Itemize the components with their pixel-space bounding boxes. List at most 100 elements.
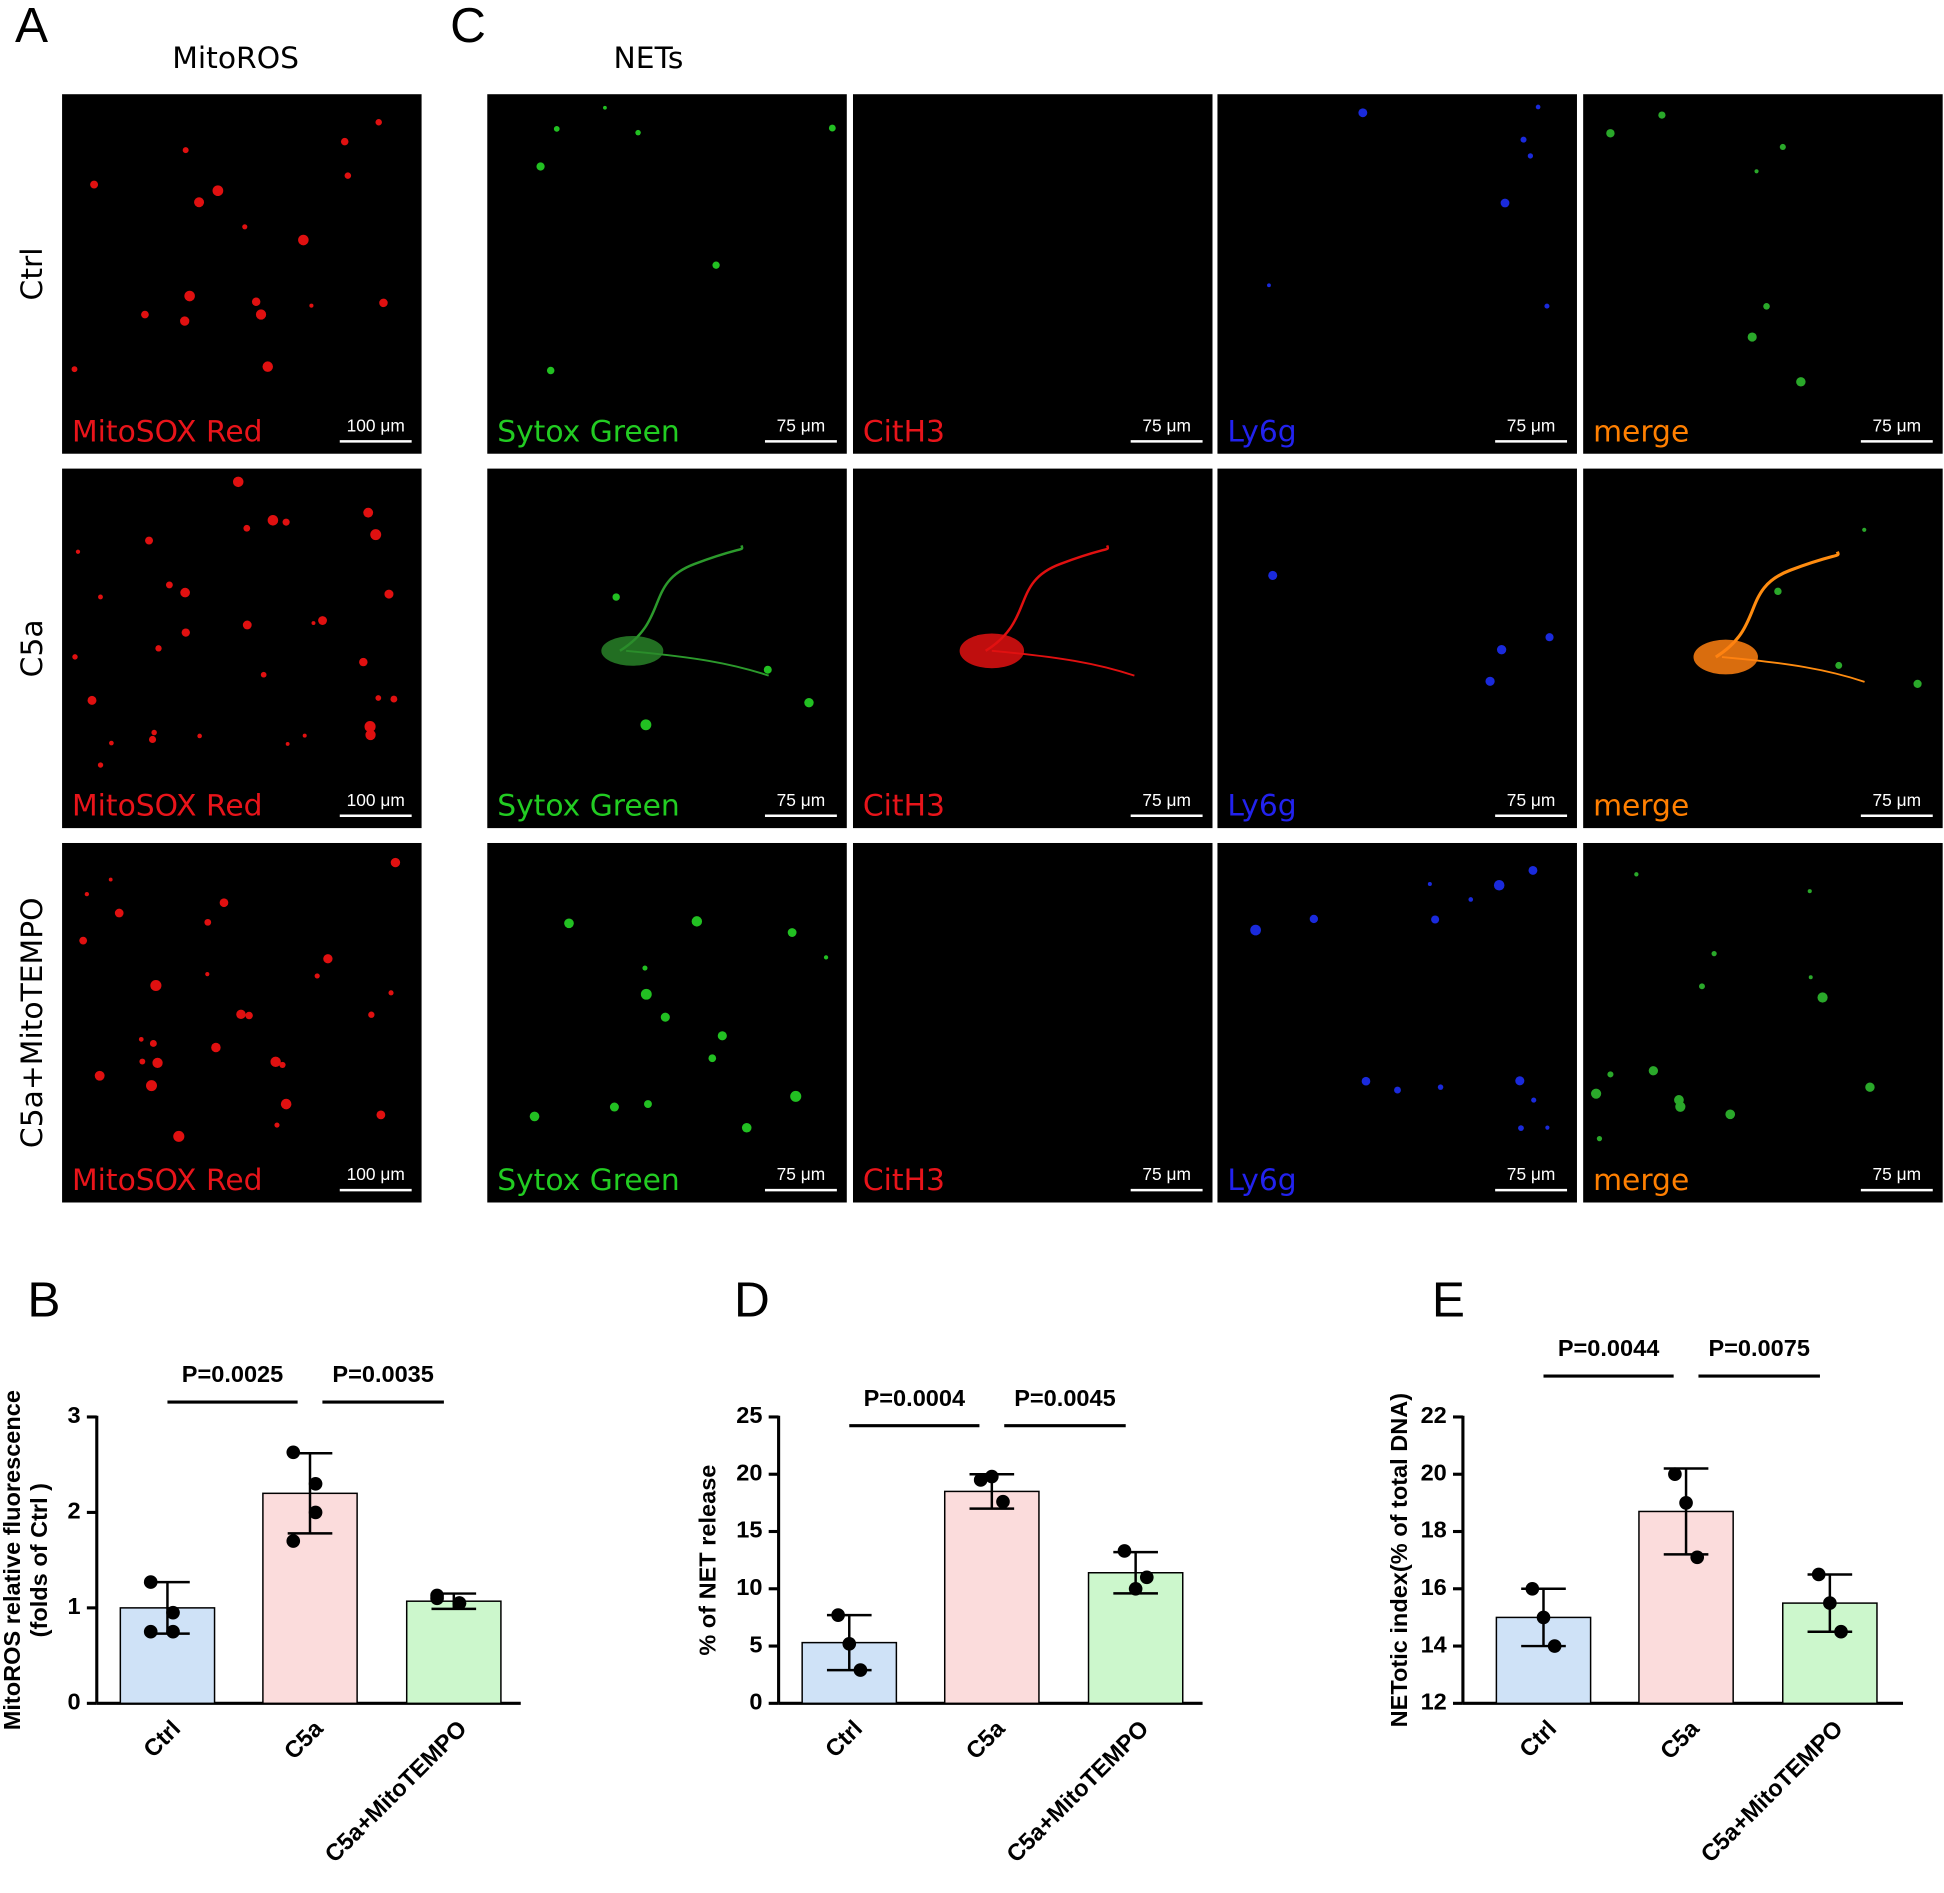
- scale-bar-label: 75 μm: [1142, 415, 1191, 435]
- cell: [1515, 1076, 1525, 1086]
- y-tick-label: 0: [68, 1689, 81, 1715]
- row-label: C5a+MitoTEMPO: [15, 897, 50, 1148]
- cell: [204, 918, 212, 926]
- scale-bar-label: 75 μm: [777, 415, 826, 435]
- x-tick-label: C5a: [279, 1715, 329, 1765]
- x-tick-label: C5a+MitoTEMPO: [320, 1715, 472, 1867]
- cell: [151, 729, 157, 736]
- channel-label: CitH3: [863, 1163, 945, 1198]
- cell: [279, 1061, 286, 1069]
- cell: [660, 1012, 670, 1022]
- cell: [274, 1122, 280, 1128]
- cell: [139, 1058, 146, 1065]
- cell: [1427, 881, 1432, 886]
- cell: [712, 261, 720, 269]
- data-point: [1117, 1544, 1132, 1558]
- channel-label: CitH3: [863, 414, 945, 449]
- cell: [323, 954, 333, 964]
- cell: [84, 891, 90, 897]
- scale-bar-label: 75 μm: [1873, 415, 1922, 435]
- cell: [603, 105, 607, 110]
- cell: [282, 518, 290, 526]
- cell: [1779, 143, 1786, 151]
- cell: [364, 721, 376, 733]
- cell: [1358, 108, 1368, 118]
- p-value: P=0.0075: [1708, 1335, 1809, 1361]
- data-point: [985, 1469, 999, 1484]
- scale-bar-label: 100 μm: [347, 1164, 405, 1184]
- channel-label: Sytox Green: [497, 414, 680, 449]
- cell: [146, 1080, 157, 1092]
- data-point: [1834, 1624, 1848, 1639]
- cell: [823, 955, 829, 960]
- y-tick-label: 3: [68, 1402, 81, 1428]
- cell: [390, 857, 401, 868]
- cell: [375, 695, 382, 701]
- data-point: [1823, 1596, 1837, 1610]
- cell: [1699, 983, 1705, 990]
- micrograph: MitoSOX Red 100 μm: [62, 842, 422, 1203]
- panel-letter: B: [27, 1272, 60, 1328]
- cell: [155, 645, 162, 652]
- image-frame: [852, 842, 1213, 1203]
- data-point: [166, 1624, 180, 1639]
- cell: [804, 697, 814, 708]
- data-point: [143, 1575, 158, 1589]
- cell: [1711, 951, 1717, 957]
- cell: [344, 172, 352, 179]
- cell: [242, 224, 248, 230]
- cell: [79, 936, 88, 945]
- image-frame: [487, 94, 847, 454]
- micrograph: MitoSOX Red 100 μm: [62, 94, 422, 454]
- data-point: [143, 1624, 158, 1639]
- image-frame: [487, 468, 847, 829]
- cell: [145, 536, 153, 545]
- micrograph: Ly6g 75 μm: [1217, 94, 1577, 454]
- channel-label: Sytox Green: [497, 789, 680, 824]
- cell: [368, 1011, 375, 1018]
- cell: [97, 762, 104, 768]
- panel-letter: A: [15, 0, 48, 53]
- micrograph: Sytox Green 75 μm: [487, 94, 847, 454]
- cell: [302, 733, 307, 738]
- x-tick-label: C5a: [1655, 1715, 1705, 1765]
- image-frame: [1217, 468, 1577, 829]
- cell: [1250, 924, 1261, 936]
- y-tick-label: 20: [1421, 1459, 1447, 1485]
- cell: [181, 628, 190, 637]
- cell: [1309, 914, 1319, 924]
- data-point: [286, 1445, 301, 1460]
- cell: [262, 361, 273, 372]
- data-point: [831, 1608, 845, 1622]
- data-point: [430, 1591, 444, 1606]
- x-tick-label: C5a+MitoTEMPO: [1696, 1715, 1848, 1867]
- cell: [1545, 1125, 1550, 1130]
- cell: [1862, 527, 1867, 532]
- data-point: [1128, 1581, 1143, 1596]
- cell: [219, 898, 229, 908]
- y-tick-label: 25: [736, 1402, 762, 1428]
- cell: [260, 671, 267, 678]
- micrograph: MitoSOX Red 100 μm: [62, 468, 422, 829]
- data-point: [166, 1605, 180, 1620]
- cell: [390, 695, 398, 703]
- x-tick-label: Ctrl: [820, 1715, 867, 1762]
- net-blob: [1693, 639, 1758, 675]
- micrograph: Sytox Green 75 μm: [487, 468, 847, 829]
- cell: [1531, 1097, 1537, 1103]
- panel-title: NETs: [614, 41, 684, 76]
- cell: [242, 620, 252, 630]
- cell: [1807, 889, 1812, 894]
- cell: [1607, 1071, 1614, 1078]
- scale-bar-label: 100 μm: [347, 415, 405, 435]
- cell: [763, 665, 772, 674]
- channel-label: CitH3: [863, 789, 945, 824]
- cell: [270, 1056, 281, 1068]
- cell: [1500, 198, 1510, 208]
- p-value: P=0.0025: [182, 1361, 283, 1387]
- cell: [635, 129, 641, 136]
- cell: [75, 549, 81, 554]
- cell: [529, 1111, 540, 1122]
- channel-label: MitoSOX Red: [72, 414, 263, 449]
- image-frame: [487, 842, 847, 1203]
